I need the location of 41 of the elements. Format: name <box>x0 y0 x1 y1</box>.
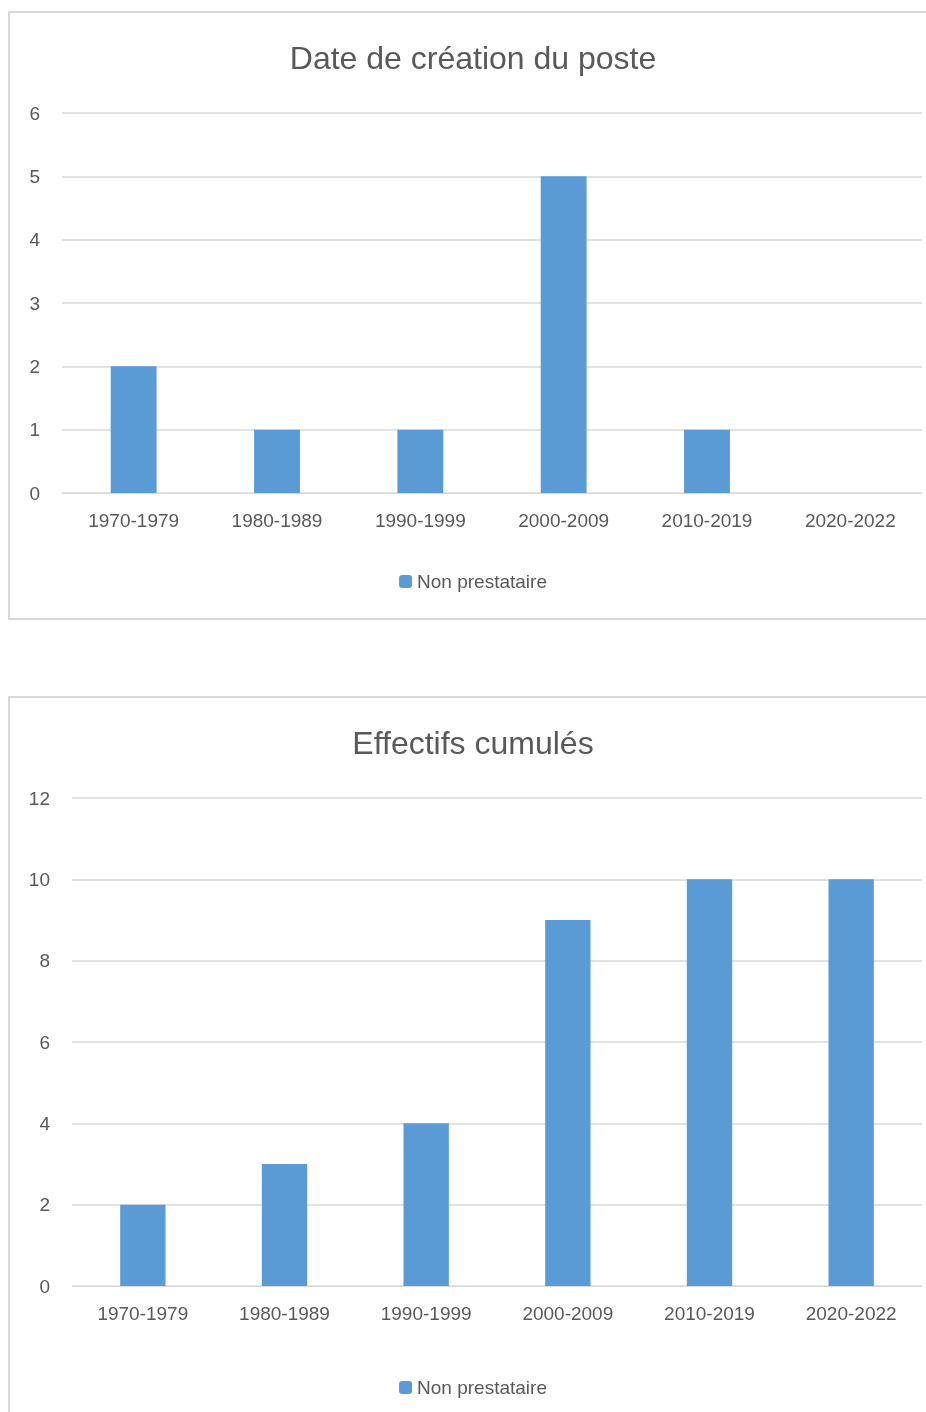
bar <box>120 1204 166 1286</box>
bar <box>540 176 587 493</box>
bar <box>545 920 591 1286</box>
bar <box>686 879 733 1286</box>
y-tick-label: 5 <box>29 165 40 187</box>
y-tick-label: 4 <box>29 229 41 251</box>
y-tick-label: 8 <box>39 950 50 972</box>
legend-label: Non prestataire <box>417 1377 547 1398</box>
x-tick-label: 1970-1979 <box>88 510 180 531</box>
x-tick-label: 1990-1999 <box>374 510 466 531</box>
bar <box>684 429 730 493</box>
x-tick-label: 1990-1999 <box>380 1303 472 1324</box>
bar <box>261 1164 308 1286</box>
x-tick-label: 1970-1979 <box>97 1303 189 1324</box>
x-tick-label: 2000-2009 <box>522 1303 614 1324</box>
chart-title: Effectifs cumulés <box>352 725 594 761</box>
bar <box>254 429 300 493</box>
x-tick-label: 2010-2019 <box>661 510 753 531</box>
bar <box>828 879 874 1286</box>
y-tick-label: 6 <box>39 1031 50 1053</box>
y-tick-label: 0 <box>39 1275 50 1297</box>
bar <box>110 366 157 493</box>
x-tick-label: 1980-1989 <box>239 1303 330 1324</box>
bar <box>397 429 444 493</box>
y-tick-label: 2 <box>39 1194 50 1216</box>
x-tick-label: 2010-2019 <box>664 1303 755 1324</box>
y-tick-label: 1 <box>29 419 40 441</box>
x-tick-label: 2000-2009 <box>518 510 610 531</box>
chart-title: Date de création du poste <box>289 40 657 76</box>
y-tick-label: 3 <box>29 292 40 314</box>
y-tick-label: 0 <box>29 482 40 504</box>
x-tick-label: 2020-2022 <box>804 510 896 531</box>
x-tick-label: 1980-1989 <box>231 510 323 531</box>
y-tick-label: 2 <box>29 355 40 377</box>
y-tick-label: 6 <box>29 102 40 124</box>
y-tick-label: 12 <box>28 787 50 809</box>
y-tick-label: 4 <box>39 1112 51 1134</box>
legend-label: Non prestataire <box>417 571 547 592</box>
x-tick-label: 2020-2022 <box>805 1303 897 1324</box>
y-tick-label: 10 <box>28 868 50 890</box>
bar <box>403 1123 449 1286</box>
